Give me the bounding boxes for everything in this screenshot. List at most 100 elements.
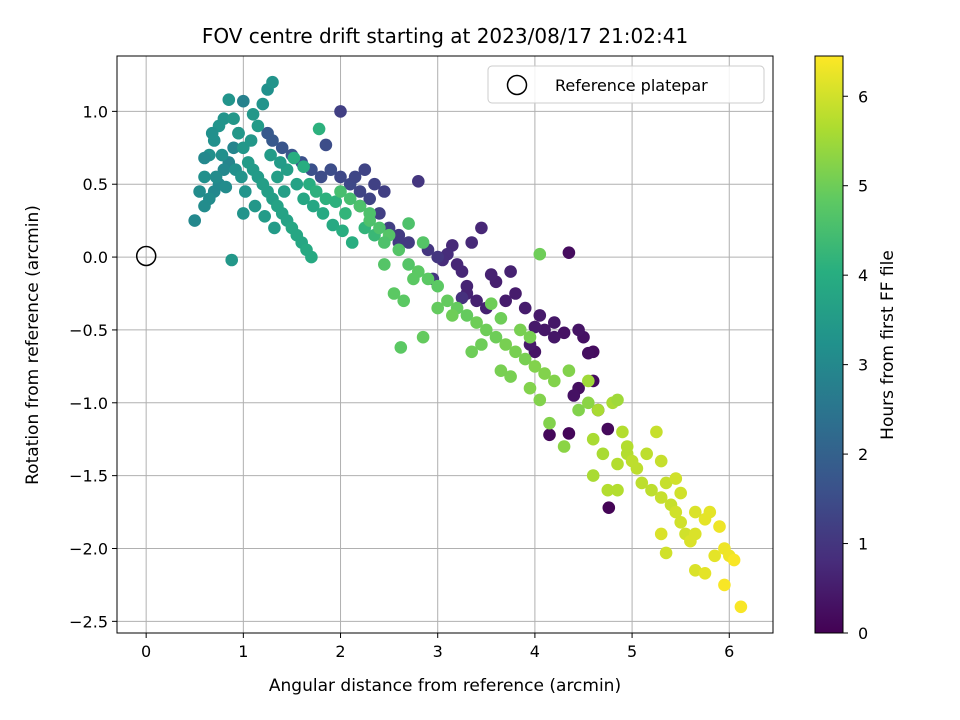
data-point (222, 93, 236, 106)
data-point (611, 457, 624, 471)
x-tick-label: 5 (627, 642, 637, 661)
data-point (640, 447, 653, 461)
data-point (258, 210, 272, 223)
data-point (237, 94, 250, 108)
data-point (237, 207, 250, 220)
data-point (297, 192, 310, 206)
data-point (548, 374, 561, 388)
y-tick-label: −2.5 (69, 612, 108, 631)
data-point (407, 272, 420, 286)
data-point (698, 567, 712, 580)
data-point (460, 279, 474, 293)
y-tick-label: −1.0 (69, 394, 108, 413)
x-tick-label: 4 (530, 642, 540, 661)
chart-title: FOV centre drift starting at 2023/08/17 … (202, 24, 688, 48)
data-point (266, 75, 279, 89)
data-point (319, 138, 333, 152)
y-tick-label: −2.0 (69, 539, 108, 558)
data-point (494, 364, 508, 378)
data-point (562, 427, 576, 440)
legend: Reference platepar (487, 65, 765, 104)
data-point (378, 185, 391, 198)
data-point (528, 360, 542, 373)
colorbar-tick-label: 4 (858, 266, 868, 285)
data-point (378, 258, 391, 271)
data-point (358, 163, 372, 176)
data-point (248, 199, 262, 213)
data-point (251, 119, 265, 133)
data-point (518, 301, 532, 315)
data-point (198, 170, 211, 184)
data-point (402, 217, 415, 230)
data-point (227, 141, 240, 155)
x-tick-label: 1 (238, 642, 248, 661)
y-axis-ticks: 1.0 0.5 0.0 −0.5 −1.0 −1.5 −2.0 −2.5 (69, 102, 117, 631)
data-point (543, 428, 556, 442)
data-point (572, 403, 585, 417)
data-point (518, 352, 532, 366)
data-point (601, 422, 615, 436)
data-point (264, 148, 277, 162)
data-point (271, 170, 284, 184)
colorbar-tick-label: 3 (858, 356, 868, 375)
data-point (217, 112, 231, 125)
data-point (193, 185, 206, 198)
data-point (557, 440, 571, 453)
data-point (198, 199, 211, 213)
data-point (669, 505, 683, 519)
data-point (533, 247, 547, 261)
data-point (689, 505, 702, 519)
data-point (345, 236, 359, 249)
data-point (533, 393, 547, 407)
data-point (586, 469, 600, 482)
data-point (412, 175, 425, 188)
data-point (734, 600, 748, 614)
data-point (523, 330, 537, 344)
data-point (378, 236, 391, 249)
data-point (215, 148, 229, 162)
data-point (316, 207, 330, 220)
data-point (307, 199, 320, 213)
data-point (465, 236, 479, 249)
data-point (713, 520, 726, 533)
data-point (268, 221, 281, 235)
data-point (703, 505, 717, 519)
data-point (363, 192, 377, 206)
data-point (353, 199, 367, 213)
data-point (470, 316, 483, 329)
data-point (416, 236, 430, 249)
data-point (334, 185, 347, 198)
data-point (659, 476, 673, 490)
data-point (324, 163, 338, 176)
data-point (394, 341, 408, 354)
data-point (188, 214, 201, 227)
data-point (387, 287, 401, 300)
data-point (290, 177, 304, 191)
data-point (460, 309, 474, 322)
plot-frame (116, 55, 774, 634)
data-point (480, 323, 493, 337)
data-point (557, 326, 571, 340)
data-point (591, 403, 605, 417)
x-tick-label: 2 (335, 642, 345, 661)
data-point (654, 491, 668, 504)
colorbar-tick-label: 6 (858, 87, 868, 106)
data-point (227, 112, 240, 125)
data-point (334, 170, 347, 184)
data-point (450, 258, 464, 271)
data-point (562, 364, 576, 378)
data-point (650, 425, 663, 439)
data-point (287, 151, 301, 165)
data-point (209, 170, 223, 184)
data-point (465, 345, 479, 359)
data-point (205, 126, 219, 140)
y-tick-label: 0.5 (83, 175, 108, 194)
data-point (239, 185, 252, 198)
y-tick-label: 0.0 (83, 248, 108, 267)
data-point (336, 224, 349, 238)
data-point (305, 250, 318, 264)
data-point (523, 381, 537, 395)
data-point (601, 483, 615, 497)
data-point (504, 265, 517, 278)
